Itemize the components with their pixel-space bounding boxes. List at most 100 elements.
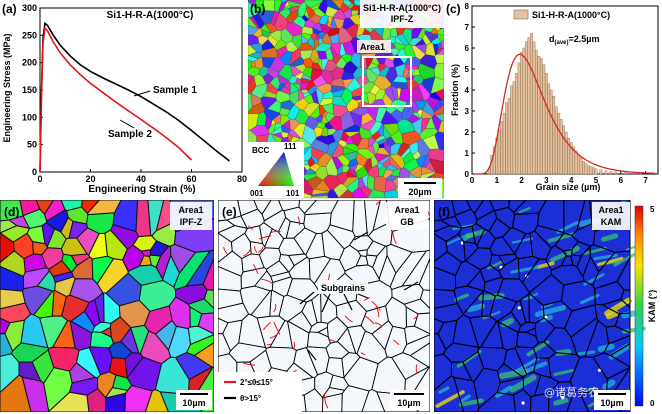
area1-ipf-z-map: (d) Area1 IPF-Z 10µm bbox=[0, 200, 214, 412]
panel-c-annotation: d(ave)=2.5µm bbox=[549, 34, 599, 46]
hist-bar bbox=[552, 96, 556, 175]
hist-bar bbox=[507, 98, 511, 175]
grain bbox=[33, 289, 55, 319]
low-angle-boundary bbox=[243, 249, 251, 257]
hist-bar bbox=[559, 119, 563, 175]
grain bbox=[306, 176, 323, 191]
grain-boundary bbox=[489, 254, 506, 273]
y-tick-label: 8 bbox=[465, 2, 470, 11]
grain bbox=[105, 387, 129, 399]
grain bbox=[41, 222, 56, 248]
grain bbox=[287, 0, 302, 7]
panel-c: (c) Fraction (%) Grain size (µm) 0 1 2 3 4 5 6… bbox=[444, 0, 662, 200]
x-tick-label: 6 bbox=[619, 176, 624, 185]
kam-strain-band bbox=[602, 379, 616, 390]
kam-strain-band bbox=[534, 304, 567, 318]
panel-b: (b) Si1-H-R-A(1000°C) IPF-Z Area1 BCC 11… bbox=[248, 0, 444, 200]
low-angle-boundary bbox=[297, 216, 300, 226]
kam-strain-band bbox=[547, 232, 575, 243]
panel-c-label: (c) bbox=[446, 2, 461, 16]
high-angle-boundary bbox=[218, 333, 231, 357]
grain bbox=[248, 51, 262, 59]
grain-boundary bbox=[473, 367, 501, 409]
kam-strain-band bbox=[522, 296, 534, 301]
grain bbox=[311, 189, 330, 196]
high-angle-boundary bbox=[266, 260, 290, 277]
grain bbox=[272, 113, 282, 124]
hist-bar bbox=[587, 165, 590, 175]
panel-f-scale: 10µm bbox=[600, 398, 623, 408]
hist-bar bbox=[582, 161, 585, 175]
grain-boundary bbox=[620, 289, 631, 309]
grain bbox=[360, 186, 373, 199]
kam-strain-band bbox=[550, 252, 566, 263]
panel-d-label: (d) bbox=[4, 205, 19, 219]
panel-d-subtitle: IPF-Z bbox=[180, 217, 203, 227]
kam-strain-band bbox=[482, 310, 501, 320]
low-angle-boundary bbox=[259, 235, 272, 240]
grain bbox=[304, 168, 317, 175]
high-angle-boundary bbox=[287, 310, 313, 334]
x-tick-label: 7 bbox=[643, 176, 648, 185]
grain bbox=[367, 62, 379, 70]
high-angle-boundary bbox=[409, 342, 430, 368]
grain-boundary bbox=[434, 219, 451, 233]
kam-spot bbox=[517, 306, 521, 310]
grain bbox=[0, 333, 14, 357]
grain bbox=[168, 296, 191, 330]
ipf-key-bcc: BCC bbox=[252, 146, 270, 155]
grain bbox=[86, 200, 122, 216]
low-angle-boundary bbox=[273, 303, 277, 313]
grain-boundary bbox=[434, 375, 465, 412]
grain bbox=[319, 23, 332, 34]
grain-boundary bbox=[522, 371, 542, 398]
grain bbox=[382, 93, 393, 108]
low-angle-boundary bbox=[269, 333, 279, 339]
high-angle-boundary bbox=[244, 225, 264, 245]
kam-spot bbox=[597, 368, 602, 372]
grain bbox=[18, 361, 42, 382]
panel-f-subtitle: KAM bbox=[601, 217, 622, 227]
kam-strain-band bbox=[465, 229, 486, 239]
hist-bar bbox=[510, 85, 513, 175]
panel-a-ylabel: Engineering Stress (MPa) bbox=[2, 33, 12, 142]
grain bbox=[304, 116, 319, 130]
high-angle-boundary bbox=[250, 289, 272, 319]
kam-strain-band bbox=[553, 397, 569, 406]
high-angle-boundary bbox=[321, 387, 346, 399]
hist-bar bbox=[584, 163, 588, 175]
grain-boundary bbox=[563, 200, 586, 237]
hist-bar bbox=[609, 171, 613, 175]
hist-bar bbox=[532, 41, 536, 175]
hist-bar bbox=[579, 156, 583, 175]
grain bbox=[433, 104, 444, 116]
high-angle-boundary bbox=[286, 278, 321, 303]
grain bbox=[436, 27, 444, 36]
grain bbox=[393, 42, 406, 51]
kam-strain-band bbox=[466, 303, 486, 313]
area1-kam-map: (f) Area1 KAM 5 0 KAM (°) 10µm @诸葛务农 bbox=[434, 200, 657, 412]
high-angle-boundary bbox=[413, 312, 430, 335]
grain-boundary bbox=[434, 333, 447, 357]
kam-strain-band bbox=[478, 293, 505, 301]
grain bbox=[280, 86, 291, 95]
high-angle-boundary bbox=[301, 299, 318, 328]
x-tick-label: 1 bbox=[495, 176, 500, 185]
hist-bar bbox=[557, 112, 561, 175]
grain bbox=[344, 131, 360, 137]
panel-d: (d) Area1 IPF-Z 10µm bbox=[0, 200, 214, 412]
hist-bar bbox=[594, 168, 598, 175]
stress-strain-chart: (a) Si1-H-R-A(1000°C) Engineering Stress… bbox=[2, 2, 247, 195]
grain bbox=[70, 310, 96, 334]
low-angle-boundary bbox=[360, 352, 366, 356]
ipf-key-001: 001 bbox=[250, 189, 264, 198]
hist-bar bbox=[515, 72, 518, 175]
grain bbox=[397, 142, 410, 157]
grain bbox=[281, 125, 291, 134]
panel-e: (e) Area1 GB Subgrains 2°≤θ≤15° θ>15° 10… bbox=[218, 200, 430, 412]
hist-bar bbox=[527, 37, 531, 175]
grain bbox=[135, 200, 152, 238]
high-angle-boundary bbox=[419, 289, 430, 310]
kam-strain-band bbox=[495, 385, 513, 399]
legend-low-angle: 2°≤θ≤15° bbox=[240, 378, 273, 387]
